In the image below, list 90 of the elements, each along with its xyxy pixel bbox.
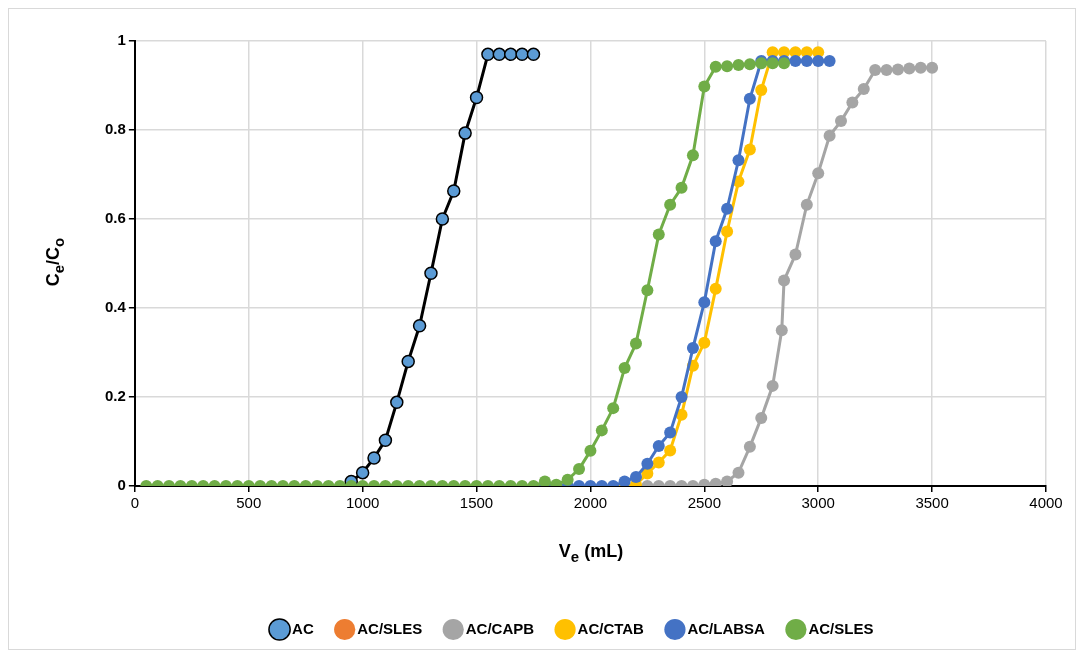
point — [732, 154, 745, 167]
point — [823, 55, 836, 68]
point — [412, 319, 427, 333]
y-tick-label: 0.4 — [104, 298, 127, 316]
point — [538, 475, 551, 486]
legend-label: AC — [292, 619, 314, 637]
point — [629, 337, 642, 350]
point — [561, 473, 574, 486]
point — [675, 391, 688, 403]
point — [675, 181, 688, 194]
point — [641, 457, 654, 470]
point — [891, 63, 904, 76]
point — [721, 60, 734, 73]
y-tick-label: 0.2 — [104, 387, 126, 405]
x-tick-label: 2500 — [687, 494, 722, 512]
point — [880, 63, 893, 76]
point — [903, 62, 916, 75]
x-tick-label: 3000 — [801, 494, 835, 512]
point — [743, 143, 756, 156]
point — [766, 379, 779, 392]
point — [721, 202, 734, 215]
point — [424, 266, 438, 281]
point — [721, 225, 734, 238]
y-tick-label: 0.6 — [104, 209, 126, 227]
point — [823, 129, 836, 142]
point — [503, 47, 518, 62]
y-tick-label: 0 — [117, 476, 126, 494]
point — [755, 411, 768, 424]
point — [775, 324, 788, 337]
point — [447, 184, 461, 198]
point — [458, 126, 472, 140]
x-tick-label: 3500 — [915, 494, 949, 512]
point — [709, 60, 722, 73]
point — [869, 63, 882, 76]
point — [698, 80, 711, 93]
point — [698, 296, 711, 309]
y-tick-label: 0.8 — [104, 120, 126, 138]
point — [743, 440, 756, 453]
point — [686, 149, 699, 162]
x-tick-label: 1500 — [459, 494, 494, 512]
point — [778, 274, 791, 287]
y-tick-label: 1 — [117, 31, 126, 49]
legend-label: AC/CAPB — [465, 619, 535, 637]
point — [492, 47, 507, 62]
point — [618, 475, 631, 486]
point — [743, 58, 756, 71]
point — [812, 55, 825, 68]
point — [686, 342, 699, 355]
legend-label: AC/SLES — [808, 619, 874, 637]
point — [743, 92, 756, 105]
legend-label: AC/CTAB — [577, 619, 645, 637]
x-tick-label: 4000 — [1029, 494, 1063, 512]
point — [789, 248, 802, 261]
point — [435, 212, 450, 226]
point — [526, 47, 541, 62]
x-axis-title: V$_{e}$ (mL) — [558, 541, 624, 565]
point — [800, 55, 813, 68]
point — [800, 198, 813, 211]
point — [914, 61, 927, 74]
point — [834, 115, 847, 128]
point — [857, 83, 870, 96]
x-tick-label: 0 — [130, 494, 140, 512]
point — [378, 433, 393, 447]
point — [401, 354, 415, 369]
legend-label: AC/LABSA — [687, 619, 766, 637]
point — [709, 282, 722, 295]
point — [469, 90, 484, 105]
point — [732, 59, 745, 72]
point — [812, 167, 825, 180]
point — [618, 362, 631, 375]
point — [652, 439, 665, 452]
point — [652, 228, 665, 241]
point — [515, 47, 529, 62]
point — [584, 444, 597, 457]
point — [755, 83, 768, 96]
point — [926, 61, 939, 74]
point — [846, 96, 859, 109]
point — [709, 235, 722, 248]
legend-label: AC/SLES — [357, 619, 423, 637]
point — [789, 55, 802, 68]
x-tick-label: 2000 — [573, 494, 608, 512]
point — [641, 284, 654, 297]
x-tick-label: 500 — [236, 494, 262, 512]
point — [721, 475, 734, 486]
point — [664, 426, 677, 439]
x-tick-label: 1000 — [345, 494, 380, 512]
point — [664, 198, 677, 211]
point — [481, 47, 495, 62]
point — [698, 336, 711, 349]
point — [390, 395, 404, 410]
